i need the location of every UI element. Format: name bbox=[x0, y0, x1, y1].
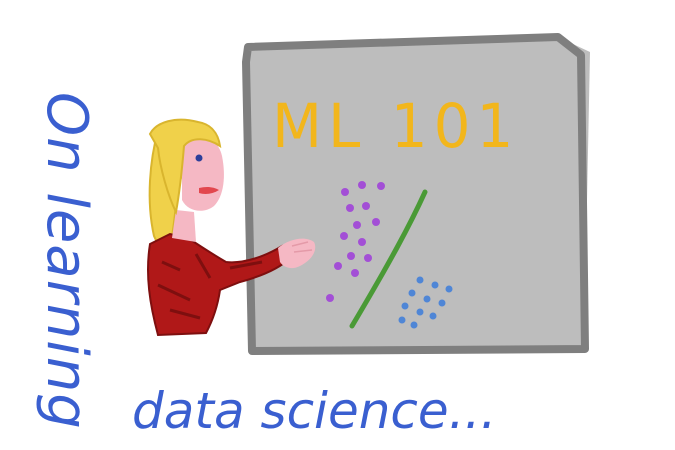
teacher-figure bbox=[147, 118, 316, 337]
blue-dot bbox=[416, 276, 424, 284]
purple-dot bbox=[351, 269, 359, 277]
eye bbox=[195, 154, 203, 162]
bottom-caption: data science... bbox=[132, 382, 496, 440]
blue-dot bbox=[398, 316, 406, 324]
purple-scatter-cluster bbox=[326, 181, 385, 302]
blue-dot bbox=[423, 295, 431, 303]
blue-dot bbox=[401, 302, 409, 310]
blue-dot bbox=[431, 281, 439, 289]
purple-dot bbox=[372, 218, 380, 226]
whiteboard-surface bbox=[247, 38, 590, 350]
neck bbox=[172, 210, 196, 242]
blue-dot bbox=[429, 312, 437, 320]
sweater-shading bbox=[157, 253, 263, 320]
purple-dot bbox=[334, 262, 342, 270]
board-title: ML 101 bbox=[272, 92, 519, 163]
whiteboard-frame bbox=[242, 33, 589, 355]
finger-lines bbox=[291, 241, 313, 253]
blue-dot bbox=[445, 285, 453, 293]
purple-dot bbox=[326, 294, 334, 302]
sweater bbox=[147, 232, 292, 337]
purple-dot bbox=[353, 221, 361, 229]
mouth bbox=[199, 186, 219, 194]
purple-dot bbox=[340, 232, 348, 240]
hair-fringe bbox=[148, 118, 222, 216]
purple-dot bbox=[364, 254, 372, 262]
blue-dot bbox=[438, 299, 446, 307]
purple-dot bbox=[377, 182, 385, 190]
whiteboard bbox=[242, 33, 590, 355]
hand bbox=[278, 238, 316, 269]
blue-dot bbox=[416, 308, 424, 316]
purple-dot bbox=[347, 252, 355, 260]
purple-dot bbox=[341, 188, 349, 196]
purple-dot bbox=[358, 238, 366, 246]
decision-boundary-line bbox=[349, 189, 428, 329]
purple-dot bbox=[346, 204, 354, 212]
blue-dot bbox=[408, 289, 416, 297]
side-caption: On learning bbox=[34, 92, 99, 430]
purple-dot bbox=[362, 202, 370, 210]
blue-dot bbox=[410, 321, 418, 329]
purple-dot bbox=[358, 181, 366, 189]
blue-scatter-cluster bbox=[398, 276, 453, 329]
